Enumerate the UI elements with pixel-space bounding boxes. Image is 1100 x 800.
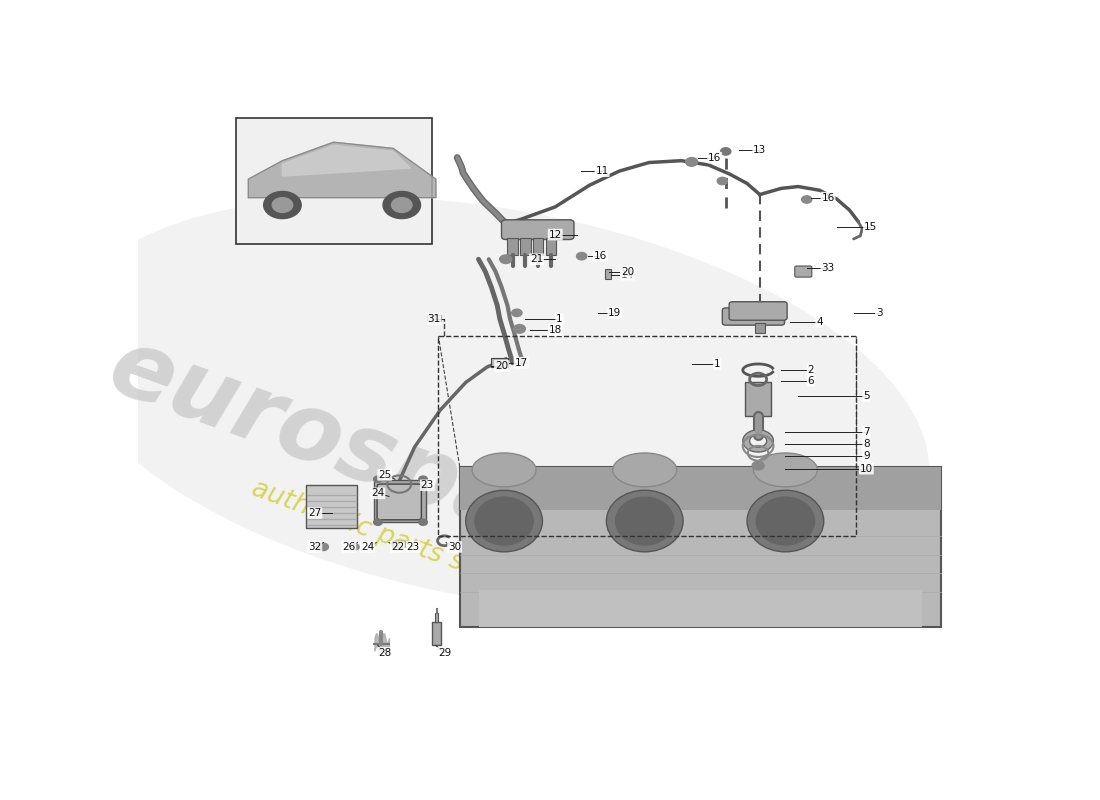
FancyBboxPatch shape xyxy=(723,308,784,325)
Bar xyxy=(520,238,530,255)
Text: 15: 15 xyxy=(864,222,878,231)
Circle shape xyxy=(717,178,727,185)
Bar xyxy=(460,467,942,510)
Text: 27: 27 xyxy=(308,508,321,518)
Circle shape xyxy=(512,309,522,317)
Text: 12: 12 xyxy=(549,230,562,240)
Text: 23: 23 xyxy=(420,480,434,490)
FancyBboxPatch shape xyxy=(729,302,788,320)
Ellipse shape xyxy=(613,453,676,487)
Text: 30: 30 xyxy=(448,542,461,552)
Bar xyxy=(306,486,358,529)
Ellipse shape xyxy=(62,197,929,611)
Text: 28: 28 xyxy=(378,648,392,658)
Bar xyxy=(605,269,612,279)
Text: eurospares: eurospares xyxy=(97,320,690,611)
Text: 20: 20 xyxy=(621,266,635,277)
Circle shape xyxy=(272,198,293,213)
Text: 4: 4 xyxy=(816,317,823,327)
Text: 11: 11 xyxy=(595,166,608,176)
Circle shape xyxy=(374,519,382,526)
Bar xyxy=(392,541,405,547)
Text: 31: 31 xyxy=(428,314,441,324)
Text: 16: 16 xyxy=(594,251,607,261)
Text: 24: 24 xyxy=(372,488,385,498)
Text: 14: 14 xyxy=(621,270,635,280)
Circle shape xyxy=(720,148,730,155)
Text: 8: 8 xyxy=(864,439,870,449)
Text: 1: 1 xyxy=(557,314,563,324)
Bar xyxy=(374,480,426,522)
Ellipse shape xyxy=(606,490,683,552)
Ellipse shape xyxy=(465,490,542,552)
Text: 24: 24 xyxy=(361,542,374,552)
Text: 6: 6 xyxy=(807,375,814,386)
Circle shape xyxy=(351,544,359,550)
Text: 16: 16 xyxy=(822,193,835,202)
Text: 26: 26 xyxy=(342,542,355,552)
Circle shape xyxy=(802,196,812,203)
Bar xyxy=(507,238,518,255)
Text: 1: 1 xyxy=(714,359,720,369)
Ellipse shape xyxy=(747,490,824,552)
Circle shape xyxy=(752,462,764,470)
Text: 9: 9 xyxy=(864,451,870,462)
Bar xyxy=(746,382,771,416)
Circle shape xyxy=(318,543,329,550)
Bar xyxy=(492,358,508,367)
Text: 5: 5 xyxy=(864,391,870,401)
Ellipse shape xyxy=(474,496,534,546)
Polygon shape xyxy=(283,146,410,176)
Text: 25: 25 xyxy=(378,470,392,480)
Bar xyxy=(427,314,441,321)
Text: authentic parts since 1985: authentic parts since 1985 xyxy=(249,476,590,622)
Ellipse shape xyxy=(472,453,536,487)
Text: 21: 21 xyxy=(530,254,543,264)
Text: 29: 29 xyxy=(438,648,451,658)
Bar xyxy=(755,323,764,333)
Bar xyxy=(235,118,431,244)
Circle shape xyxy=(499,255,512,263)
Circle shape xyxy=(264,191,301,218)
Text: 18: 18 xyxy=(549,325,562,335)
Bar xyxy=(434,614,439,622)
Bar xyxy=(439,336,856,537)
FancyBboxPatch shape xyxy=(377,484,421,520)
Text: 23: 23 xyxy=(406,542,419,552)
Text: 20: 20 xyxy=(495,361,508,371)
Text: 2: 2 xyxy=(807,365,814,375)
Text: 32: 32 xyxy=(308,542,321,552)
Bar xyxy=(432,622,441,646)
Ellipse shape xyxy=(754,453,817,487)
Circle shape xyxy=(317,544,326,550)
FancyBboxPatch shape xyxy=(502,220,574,239)
Bar xyxy=(478,590,922,627)
Circle shape xyxy=(576,253,586,260)
Ellipse shape xyxy=(756,496,815,546)
Circle shape xyxy=(419,519,427,526)
Text: 16: 16 xyxy=(708,153,722,162)
Wedge shape xyxy=(742,430,773,452)
Text: 7: 7 xyxy=(864,426,870,437)
Circle shape xyxy=(686,158,696,166)
Circle shape xyxy=(685,158,697,166)
Text: 19: 19 xyxy=(608,308,622,318)
Text: 13: 13 xyxy=(754,146,767,155)
Circle shape xyxy=(392,198,412,213)
Circle shape xyxy=(383,191,420,218)
Circle shape xyxy=(419,476,427,482)
Text: 17: 17 xyxy=(515,358,528,368)
Polygon shape xyxy=(249,142,436,198)
Text: 3: 3 xyxy=(876,309,882,318)
FancyBboxPatch shape xyxy=(795,266,812,277)
Bar xyxy=(546,238,557,255)
Circle shape xyxy=(514,325,526,333)
Text: 22: 22 xyxy=(390,542,404,552)
Circle shape xyxy=(374,476,382,482)
Text: 10: 10 xyxy=(860,464,873,474)
Bar xyxy=(460,467,942,627)
Bar xyxy=(534,238,543,255)
Text: 33: 33 xyxy=(822,263,835,274)
Ellipse shape xyxy=(615,496,674,546)
